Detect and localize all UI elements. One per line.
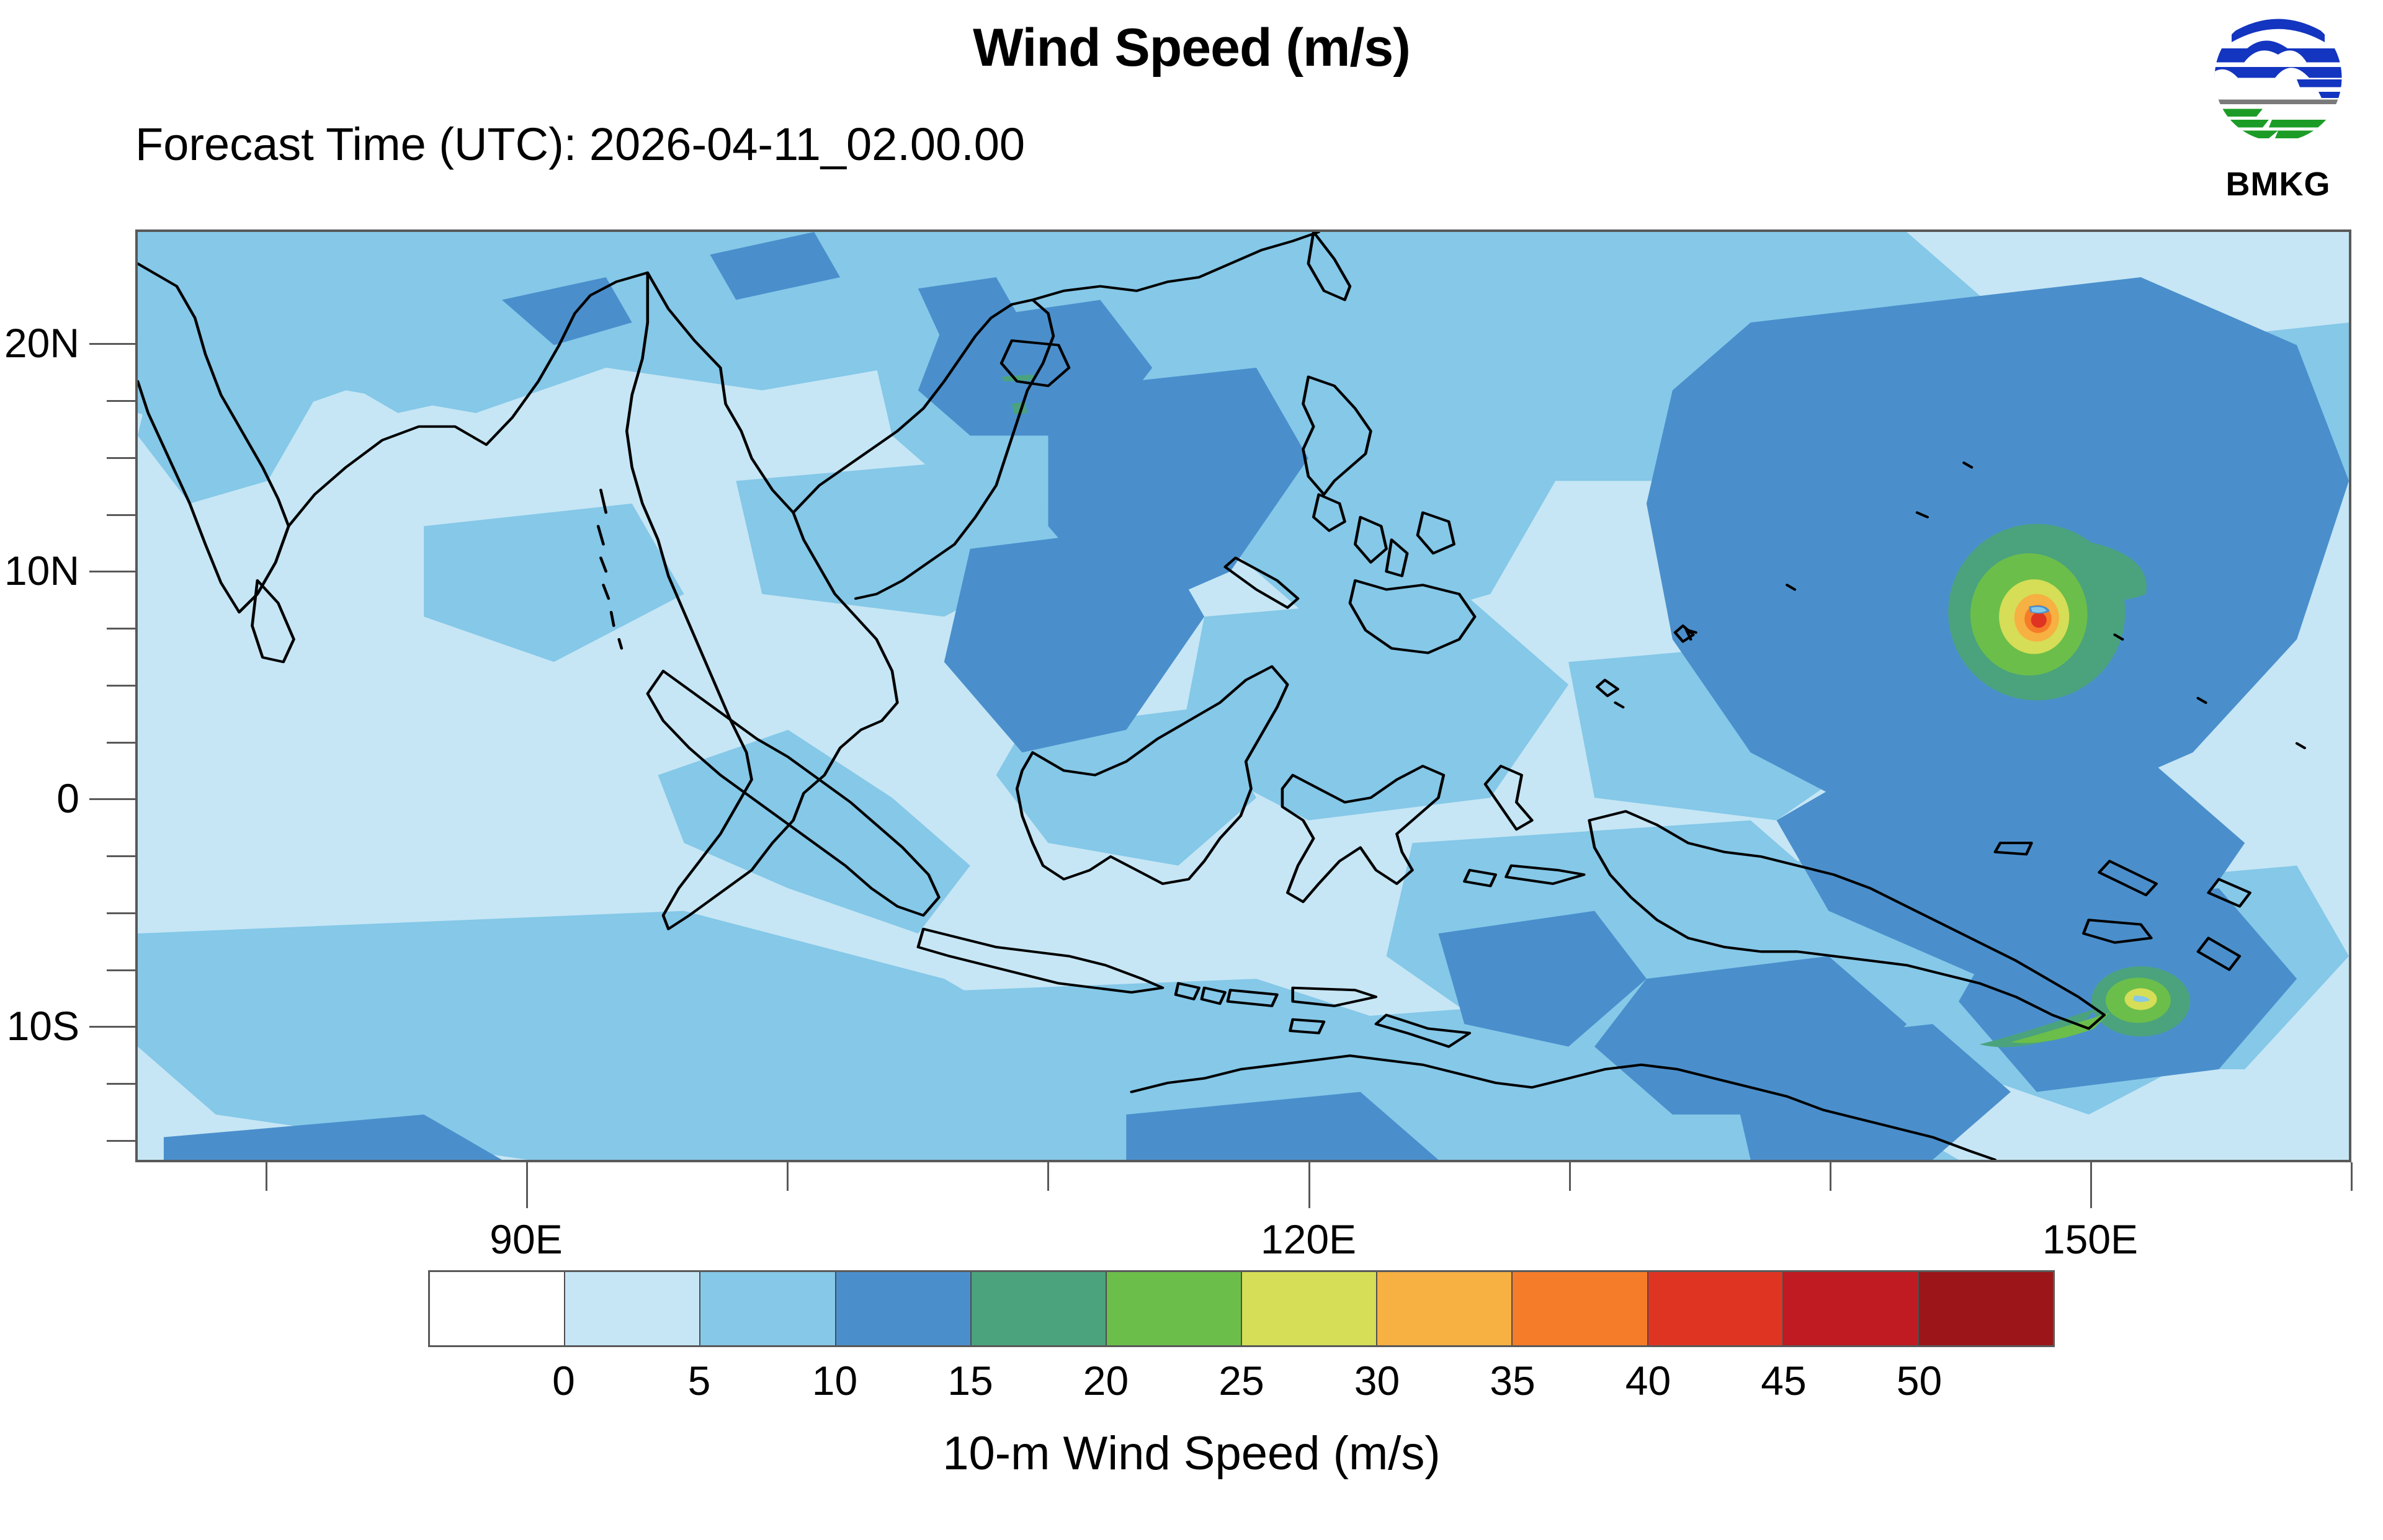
wind-speed-contour-map (138, 232, 2349, 1160)
colorbar-tick-50: 50 (1896, 1358, 1943, 1404)
lat-label-10N: 10N (4, 548, 79, 594)
lat-tick-5S (107, 912, 135, 914)
colorbar-swatch-10 (1783, 1272, 1919, 1345)
colorbar-tick-5: 5 (687, 1358, 711, 1404)
colorbar-tick-20: 20 (1083, 1358, 1129, 1404)
lat-label-0: 0 (56, 775, 79, 821)
lat-tick-10N (89, 571, 135, 572)
lon-tick-120E (1308, 1162, 1310, 1208)
lon-tick-90E (526, 1162, 528, 1208)
bmkg-emblem-icon (2214, 19, 2342, 138)
colorbar-swatches (428, 1270, 2055, 1347)
lat-label-20N: 20N (4, 320, 79, 366)
colorbar-swatch-2 (700, 1272, 836, 1345)
lon-label-120E: 120E (1260, 1216, 1357, 1262)
page-title: Wind Speed (m/s) (973, 18, 1411, 78)
lon-tick-80E (266, 1162, 267, 1191)
map-panel: 20N 10N 0 10S 90E 120E 150E (4, 229, 2353, 1262)
colorbar-swatch-1 (565, 1272, 701, 1345)
lat-tick-20N (89, 343, 135, 345)
lat-tick-5N (107, 685, 135, 687)
colorbar-tick-15: 15 (947, 1358, 993, 1404)
lon-tick-100E (787, 1162, 789, 1191)
colorbar: 0 5 10 15 20 25 30 35 40 45 50 (428, 1270, 2055, 1404)
colorbar-swatch-7 (1377, 1272, 1513, 1345)
colorbar-swatch-8 (1513, 1272, 1648, 1345)
lat-tick-17.5N (107, 400, 135, 402)
colorbar-tick-45: 45 (1761, 1358, 1807, 1404)
colorbar-tick-40: 40 (1625, 1358, 1671, 1404)
lat-tick-12.5N (107, 514, 135, 516)
lat-tick-15S (107, 1140, 135, 1142)
lon-tick-130E (1569, 1162, 1571, 1191)
colorbar-swatch-3 (836, 1272, 972, 1345)
lat-label-10S: 10S (6, 1003, 79, 1049)
colorbar-swatch-5 (1106, 1272, 1243, 1345)
colorbar-swatch-11 (1918, 1272, 2054, 1345)
coastline-layer (138, 232, 2307, 1160)
colorbar-tick-30: 30 (1354, 1358, 1400, 1404)
lat-tick-10S (89, 1026, 135, 1028)
lat-tick-12.5S (107, 1083, 135, 1085)
colorbar-swatch-4 (971, 1272, 1107, 1345)
colorbar-swatch-6 (1242, 1272, 1378, 1345)
lon-tick-110E (1047, 1162, 1049, 1191)
lat-tick-7.5S (107, 969, 135, 971)
colorbar-tick-10: 10 (811, 1358, 858, 1404)
contour-fill-layer (138, 232, 2349, 1160)
lat-tick-0 (89, 798, 135, 800)
bmkg-logo: BMKG (2201, 5, 2356, 210)
bmkg-logo-text: BMKG (2225, 166, 2331, 203)
tropical-cyclone-primary (1948, 523, 2147, 701)
lat-tick-2.5S (107, 855, 135, 857)
lon-tick-140E (1830, 1162, 1831, 1191)
tropical-low-secondary (1979, 966, 2191, 1048)
colorbar-swatch-0 (430, 1272, 566, 1345)
colorbar-tick-25: 25 (1218, 1358, 1264, 1404)
lon-tick-150E (2090, 1162, 2092, 1208)
colorbar-tick-labels: 0 5 10 15 20 25 30 35 40 45 50 (428, 1347, 2055, 1404)
lon-label-150E: 150E (2042, 1216, 2139, 1262)
lon-tick-160E (2351, 1162, 2353, 1191)
colorbar-tick-35: 35 (1490, 1358, 1536, 1404)
colorbar-swatch-9 (1648, 1272, 1784, 1345)
forecast-time-subtitle: Forecast Time (UTC): 2026-04-11_02.00.00 (135, 118, 1026, 170)
lon-label-90E: 90E (490, 1216, 563, 1262)
lat-tick-2.5N (107, 742, 135, 744)
colorbar-tick-0: 0 (552, 1358, 575, 1404)
lat-tick-7.5N (107, 628, 135, 630)
lat-tick-15N (107, 457, 135, 459)
map-frame (135, 229, 2351, 1162)
colorbar-axis-label: 10-m Wind Speed (m/s) (942, 1427, 1441, 1480)
